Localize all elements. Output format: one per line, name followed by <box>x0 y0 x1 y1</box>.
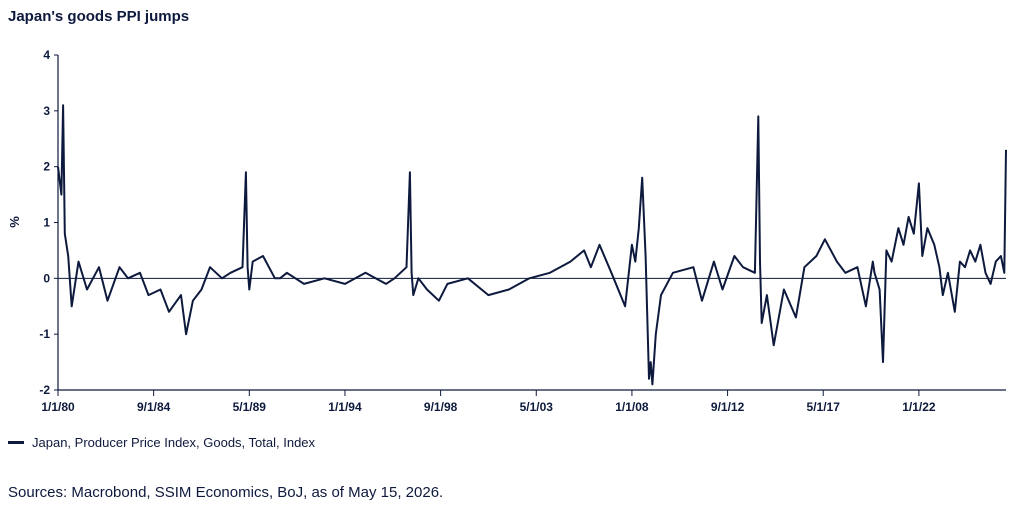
source-note: Sources: Macrobond, SSIM Economics, BoJ,… <box>8 484 444 501</box>
y-axis-label: % <box>7 216 22 228</box>
y-tick-label: 0 <box>43 271 50 285</box>
x-axis-ticks: 1/1/80 9/1/84 5/1/89 1/1/94 9/1/98 5/1/03 1/1/… <box>41 390 936 414</box>
y-tick-label: -1 <box>39 327 50 341</box>
y-tick-label: -2 <box>39 383 50 397</box>
x-tick-label: 1/1/22 <box>902 400 936 414</box>
x-tick-label: 5/1/03 <box>520 400 554 414</box>
chart-title: Japan's goods PPI jumps <box>8 8 190 25</box>
y-axis-ticks: -2 -1 0 1 2 3 4 <box>39 48 58 397</box>
x-tick-label: 1/1/08 <box>615 400 649 414</box>
y-tick-label: 2 <box>43 160 50 174</box>
x-tick-label: 5/1/89 <box>233 400 267 414</box>
x-tick-label: 1/1/80 <box>41 400 75 414</box>
y-tick-label: 3 <box>43 104 50 118</box>
legend: Japan, Producer Price Index, Goods, Tota… <box>8 435 315 450</box>
series-line <box>57 104 1007 386</box>
legend-swatch <box>8 441 24 444</box>
x-tick-label: 9/1/12 <box>711 400 745 414</box>
x-tick-label: 9/1/84 <box>137 400 171 414</box>
legend-label: Japan, Producer Price Index, Goods, Tota… <box>32 435 316 450</box>
y-tick-label: 1 <box>43 216 50 230</box>
x-tick-label: 1/1/94 <box>328 400 362 414</box>
x-tick-label: 9/1/98 <box>424 400 458 414</box>
y-tick-label: 4 <box>43 48 50 62</box>
x-tick-label: 5/1/17 <box>807 400 841 414</box>
